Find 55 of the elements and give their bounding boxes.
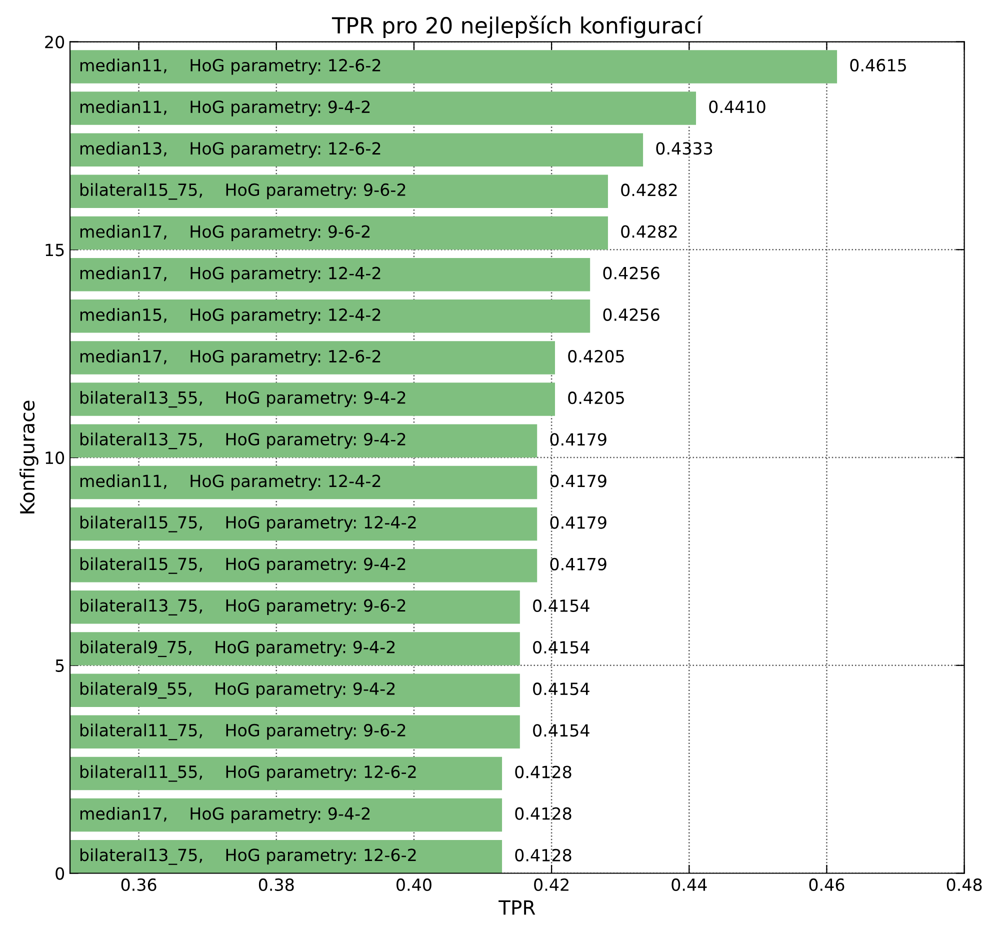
annotation: bilateral13_75, HoG parametry: 9-6-2 xyxy=(80,598,406,616)
x-tick-label: 0.42 xyxy=(534,878,568,892)
annotation: bilateral13_55, HoG parametry: 9-4-2 xyxy=(80,391,406,408)
chart-title: TPR pro 20 nejlepších konfigurací xyxy=(332,16,703,38)
annotation: median17, HoG parametry: 12-4-2 xyxy=(80,266,380,283)
data-label: 0.4128 xyxy=(515,766,572,778)
x-tick-label: 0.36 xyxy=(121,878,156,892)
x-tick-label: 0.40 xyxy=(396,878,432,892)
annotation: median15, HoG parametry: 12-4-2 xyxy=(80,308,380,324)
annotation: bilateral11_75, HoG parametry: 9-6-2 xyxy=(80,724,406,740)
data-label: 0.4256 xyxy=(603,308,660,321)
y-tick-label: 5 xyxy=(56,660,64,672)
annotation: bilateral13_75, HoG parametry: 9-4-2 xyxy=(80,432,406,450)
data-label: 0.4154 xyxy=(533,682,590,696)
annotation: median13, HoG parametry: 12-6-2 xyxy=(80,142,380,158)
y-tick-label: 10 xyxy=(46,451,64,464)
data-label: 0.4282 xyxy=(621,184,677,196)
annotation: bilateral15_75, HoG parametry: 9-4-2 xyxy=(80,557,406,574)
data-label: 0.4154 xyxy=(533,599,590,612)
annotation: median17, HoG parametry: 9-4-2 xyxy=(80,806,370,824)
annotation: bilateral11_55, HoG parametry: 12-6-2 xyxy=(80,765,416,782)
data-label: 0.4333 xyxy=(656,142,712,155)
annotation: bilateral13_75, HoG parametry: 12-6-2 xyxy=(80,848,416,865)
data-label: 0.4179 xyxy=(550,516,606,529)
annotation: median17, HoG parametry: 9-6-2 xyxy=(80,224,370,242)
x-axis-title: TPR xyxy=(498,900,536,915)
y-tick-label: 0 xyxy=(56,867,64,880)
annotation: median17, HoG parametry: 12-6-2 xyxy=(80,350,380,366)
data-label: 0.4154 xyxy=(533,640,590,654)
annotation: median11, HoG parametry: 12-6-2 xyxy=(80,58,380,75)
data-label: 0.4410 xyxy=(709,100,766,114)
data-label: 0.4128 xyxy=(515,807,572,820)
annotation: bilateral9_75, HoG parametry: 9-4-2 xyxy=(80,640,395,658)
y-tick-label: 20 xyxy=(45,36,64,48)
data-label: 0.4615 xyxy=(850,58,906,72)
annotation: bilateral15_75, HoG parametry: 9-6-2 xyxy=(80,183,406,200)
data-label: 0.4205 xyxy=(568,350,624,363)
y-tick-label: 15 xyxy=(46,244,64,256)
annotation: bilateral15_75, HoG parametry: 12-4-2 xyxy=(80,516,416,532)
x-tick-label: 0.48 xyxy=(946,878,982,892)
y-axis-title: Konfigurace xyxy=(20,400,38,514)
data-label: 0.4256 xyxy=(603,266,660,280)
data-label: 0.4154 xyxy=(533,724,590,737)
data-label: 0.4128 xyxy=(515,848,572,862)
data-label: 0.4282 xyxy=(621,225,677,238)
x-tick-label: 0.44 xyxy=(672,878,707,892)
data-label: 0.4179 xyxy=(550,558,606,570)
annotation: median11, HoG parametry: 9-4-2 xyxy=(80,100,370,116)
data-label: 0.4179 xyxy=(550,433,606,446)
data-label: 0.4179 xyxy=(550,474,606,488)
annotation: median11, HoG parametry: 12-4-2 xyxy=(80,474,380,491)
data-label: 0.4205 xyxy=(568,392,624,404)
x-tick-label: 0.38 xyxy=(258,878,294,892)
annotation: bilateral9_55, HoG parametry: 9-4-2 xyxy=(80,682,395,699)
x-tick-label: 0.46 xyxy=(809,878,844,892)
